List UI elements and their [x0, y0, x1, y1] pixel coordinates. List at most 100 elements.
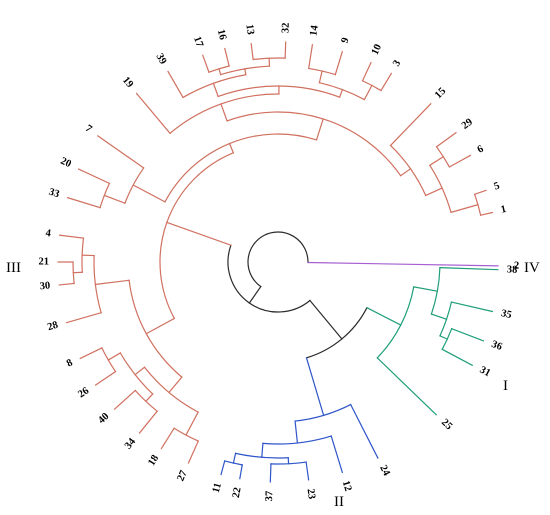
branch-arc: [173, 427, 200, 442]
branch-segment: [58, 282, 75, 286]
leaf-label: 20: [59, 156, 73, 170]
branch-segment: [66, 196, 101, 209]
branch-arc: [318, 81, 366, 101]
leaf-label: 22: [231, 487, 244, 499]
branch-segment: [212, 82, 219, 98]
leaf-label: 34: [123, 436, 139, 452]
branch-segment: [132, 184, 166, 203]
branch-segment: [138, 410, 159, 434]
branch-segment: [334, 50, 344, 76]
branch-arc: [208, 65, 230, 73]
branch-segment: [439, 335, 449, 340]
branch-arc: [219, 65, 271, 76]
cluster-label-IV: IV: [524, 260, 540, 276]
branch-arc: [305, 306, 368, 359]
branch-segment: [144, 393, 154, 403]
branch-segment: [307, 44, 314, 70]
branch-segment: [94, 279, 130, 286]
branch-arc: [134, 389, 159, 413]
branch-arc: [247, 231, 309, 288]
branch-segment: [134, 366, 146, 376]
leaf-label: 11: [211, 482, 224, 494]
branch-segment: [239, 464, 243, 480]
cluster-label-I: I: [503, 378, 508, 394]
leaf-label: 4: [45, 228, 52, 240]
branch-segment: [145, 317, 176, 335]
leaf-label: 28: [46, 320, 59, 333]
branch-segment: [361, 61, 372, 82]
branch-segment: [349, 403, 379, 459]
leaf-label: 1: [500, 204, 508, 216]
branch-segment: [269, 463, 272, 483]
branch-segment: [218, 68, 222, 76]
leaf-label: 33: [47, 187, 60, 201]
branch-segment: [338, 88, 344, 98]
branch-segment: [113, 389, 137, 411]
leaf-label: 29: [460, 117, 475, 132]
branch-segment: [363, 84, 373, 101]
branch-segment: [366, 306, 402, 326]
branch-segment: [424, 187, 443, 197]
branch-segment: [187, 440, 200, 464]
branch-arc: [182, 74, 247, 99]
branch-segment: [77, 168, 111, 185]
branch-segment: [244, 68, 247, 76]
leaf-label: 39: [154, 52, 169, 67]
leaf-label: 16: [215, 28, 228, 41]
branch-segment: [376, 357, 438, 416]
branch-segment: [65, 311, 102, 324]
branch-segment: [224, 47, 230, 67]
branch-segment: [479, 211, 494, 216]
branch-segment: [168, 376, 183, 394]
branch-arc: [128, 279, 183, 378]
branch-arc: [119, 352, 154, 395]
branch-segment: [450, 301, 494, 313]
leaf-label: 12: [340, 479, 354, 492]
branch-arc: [93, 254, 102, 314]
leaf-label: 19: [120, 75, 135, 90]
branch-segment: [250, 42, 254, 61]
branch-segment: [448, 154, 472, 168]
branch-segment: [107, 352, 122, 361]
branch-segment: [94, 370, 117, 386]
leaf-label: 25: [439, 417, 454, 432]
leaf-label: 9: [340, 36, 352, 44]
branch-segment: [439, 267, 499, 271]
branch-arc: [234, 452, 289, 459]
leaf-label: 3: [391, 58, 403, 68]
branch-segment: [96, 134, 145, 169]
branch-arc: [435, 145, 451, 168]
branch-segment: [58, 234, 85, 239]
branch-arc: [99, 182, 111, 209]
branch-segment: [450, 203, 479, 214]
branch-segment: [435, 131, 457, 148]
branch-segment: [305, 461, 310, 481]
leaf-label: 2: [514, 261, 519, 272]
leaf-label: 10: [370, 43, 384, 57]
branch-segment: [309, 299, 343, 340]
branch-segment: [185, 411, 200, 436]
branch-segment: [428, 155, 445, 167]
branch-segment: [318, 70, 323, 84]
branch-segment: [307, 261, 499, 267]
branch-segment: [294, 420, 299, 444]
branch-segment: [284, 41, 287, 59]
leaf-label: 27: [175, 469, 189, 483]
cluster-label-II: II: [334, 494, 344, 510]
leaf-label: 38: [507, 264, 518, 275]
branch-arc: [361, 79, 382, 92]
branch-arc: [159, 151, 235, 320]
dendrogram-branches: [57, 41, 499, 483]
branch-segment: [450, 327, 485, 342]
branch-segment: [305, 357, 325, 417]
branch-arc: [143, 366, 200, 413]
branch-segment: [261, 442, 264, 458]
leaf-label: 8: [65, 357, 75, 369]
leaf-label: 5: [493, 180, 502, 192]
leaf-label: 32: [280, 22, 291, 33]
branch-segment: [330, 435, 344, 474]
branch-arc: [430, 267, 441, 315]
leaf-label: 35: [500, 308, 513, 321]
branch-arc: [262, 435, 332, 445]
branch-arc: [389, 144, 427, 197]
